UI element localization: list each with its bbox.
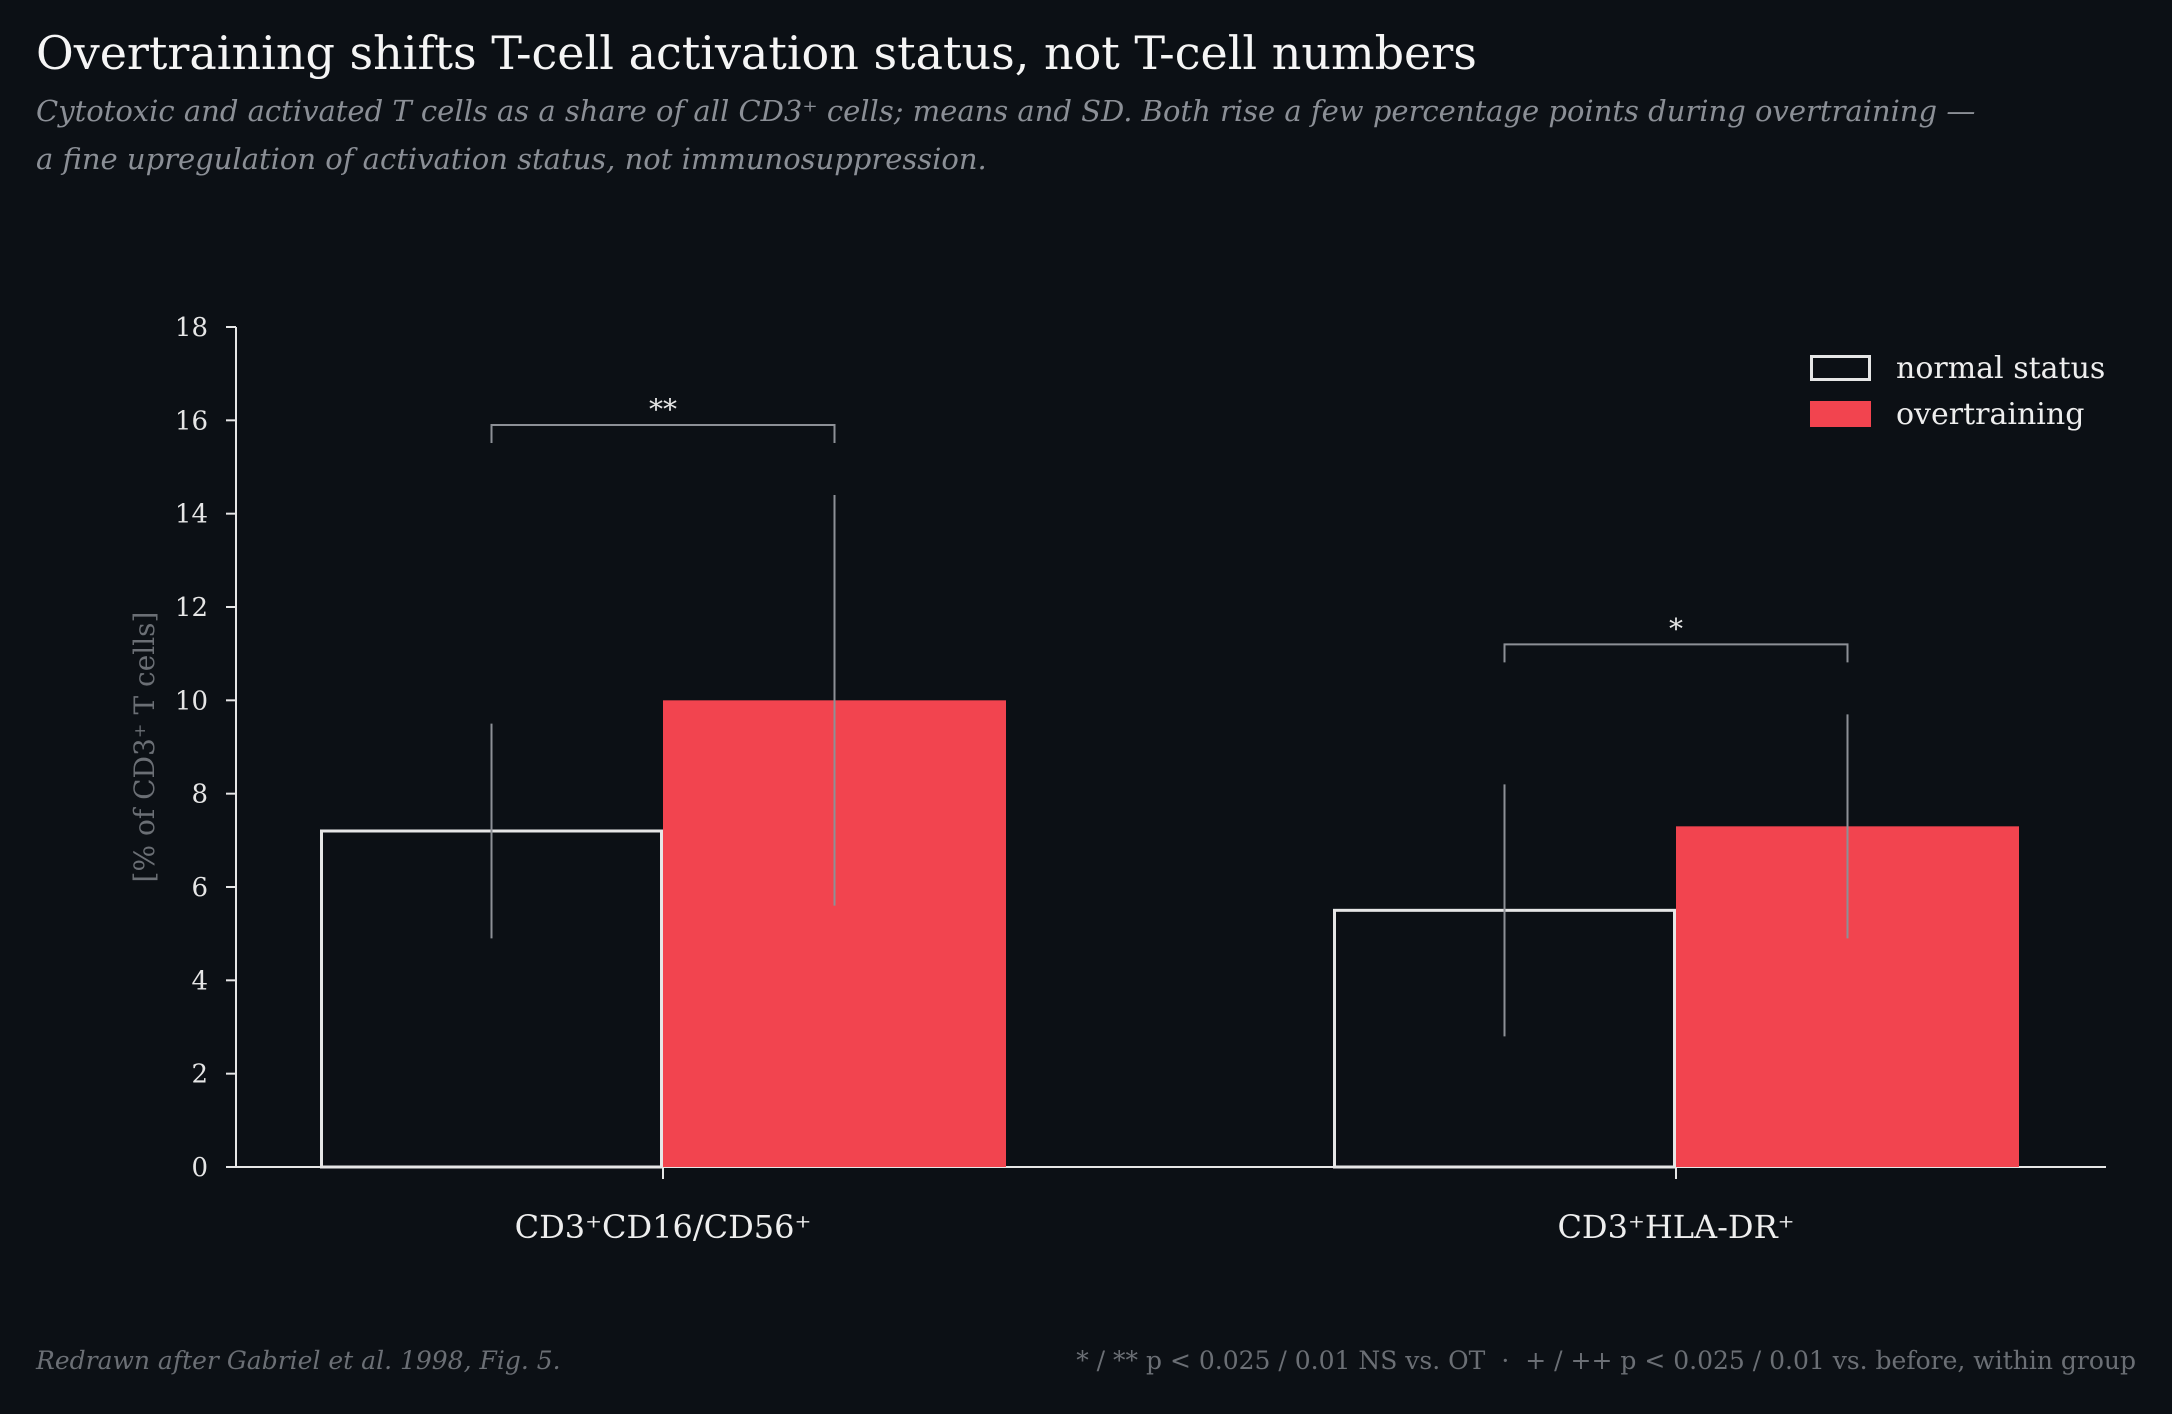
x-tick-label: CD3⁺HLA-DR⁺ [1557, 1208, 1794, 1246]
significance-bracket [1503, 643, 1849, 663]
significance-label: * [1669, 612, 1683, 645]
footnote-vs-before: + / ++ p < 0.025 / 0.01 vs. before, with… [1525, 1346, 2136, 1375]
significance-brackets: *** [490, 393, 1849, 663]
y-tick-label: 16 [175, 406, 208, 436]
chart-subtitle-line-2: a fine upregulation of activation status… [36, 142, 987, 176]
legend-swatch-overtraining [1810, 401, 1871, 427]
chart-legend: normal status overtraining [1810, 351, 2105, 432]
significance-bracket [490, 424, 836, 443]
significance-label: ** [649, 393, 677, 426]
y-tick-label: 10 [175, 686, 208, 716]
y-tick-label: 8 [191, 780, 208, 810]
chart-subtitle-line-1: Cytotoxic and activated T cells as a sha… [36, 94, 1976, 128]
chart-bars [320, 700, 2019, 1169]
y-tick-label: 0 [191, 1153, 208, 1183]
y-axis-label: [% of CD3⁺ T cells] [128, 612, 161, 883]
source-note: Redrawn after Gabriel et al. 1998, Fig. … [36, 1346, 561, 1375]
y-tick-label: 4 [191, 966, 208, 996]
footnote-separator: · [1501, 1346, 1510, 1375]
chart-error-bars [490, 495, 1849, 1037]
y-tick-label: 14 [175, 500, 208, 530]
y-tick-label: 6 [191, 873, 208, 903]
chart-title: Overtraining shifts T-cell activation st… [36, 26, 1477, 80]
footnote-ns-vs-ot: * / ** p < 0.025 / 0.01 NS vs. OT [1076, 1346, 1486, 1375]
legend-swatch-normal-status [1810, 355, 1871, 381]
y-tick-label: 12 [175, 593, 208, 623]
legend-label: normal status [1896, 351, 2105, 386]
x-tick-label: CD3⁺CD16/CD56⁺ [515, 1208, 812, 1246]
legend-label: overtraining [1896, 397, 2084, 432]
significance-footnote: * / ** p < 0.025 / 0.01 NS vs. OT · + / ++… [1076, 1346, 2136, 1375]
y-tick-label: 18 [175, 313, 208, 343]
y-tick-label: 2 [191, 1060, 208, 1090]
